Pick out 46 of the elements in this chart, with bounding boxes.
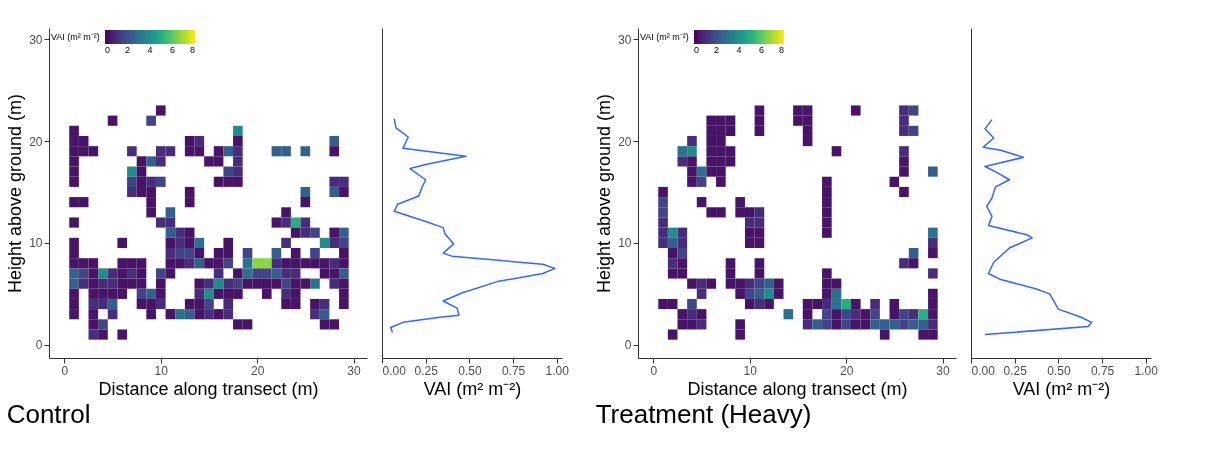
x-tick-label: 0 xyxy=(61,363,69,378)
x-tick-label: 10 xyxy=(154,363,169,378)
color-bar-label: 2 xyxy=(124,45,131,55)
color-bar-label: 6 xyxy=(169,45,176,55)
x-tick-label: 10 xyxy=(743,363,758,378)
text: Control xyxy=(6,399,91,429)
color-bar-label: 8 xyxy=(189,45,195,55)
color-bar-label: 0 xyxy=(694,45,700,55)
x-tick-label: 0.75 xyxy=(1090,363,1115,378)
y-tick-label: 20 xyxy=(29,134,43,149)
x-tick-label: 0.00 xyxy=(382,363,407,378)
x-axis-title: Distance along transect (m) xyxy=(98,378,319,399)
x-axis-title: Distance along transect (m) xyxy=(687,378,908,399)
x-tick-label: 0.25 xyxy=(1003,363,1028,378)
x-tick-label: 1.00 xyxy=(545,363,570,378)
x-tick-label: 0.50 xyxy=(1047,363,1071,378)
x-tick-label: 20 xyxy=(250,363,265,378)
x-tick-label: 20 xyxy=(839,363,854,378)
x-tick-label: 0.25 xyxy=(414,363,439,378)
y-tick-label: 0 xyxy=(35,338,43,353)
y-tick-label: 10 xyxy=(29,236,43,251)
color-bar-label: 4 xyxy=(147,45,153,55)
color-bar-label: 0 xyxy=(105,45,111,55)
color-bar-label: 6 xyxy=(758,45,765,55)
x-tick-label: 30 xyxy=(936,363,950,378)
x-tick-label: 0.50 xyxy=(458,363,482,378)
y-axis-title: Height above ground (m) xyxy=(5,93,26,294)
color-bar-label: 4 xyxy=(736,45,742,55)
color-bar-label: 8 xyxy=(778,45,784,55)
y-tick-label: 10 xyxy=(618,236,632,251)
x-tick-label: 30 xyxy=(347,363,361,378)
x-axis-title: VAI (m² m⁻²) xyxy=(423,378,522,399)
x-axis-title: VAI (m² m⁻²) xyxy=(1012,378,1111,399)
color-bar-title: VAI (m² m⁻²) xyxy=(640,32,689,42)
y-tick-label: 30 xyxy=(29,32,43,47)
x-tick-label: 0 xyxy=(650,363,658,378)
y-tick-label: 20 xyxy=(618,134,632,149)
x-tick-label: 0.00 xyxy=(971,363,996,378)
x-tick-label: 0.75 xyxy=(501,363,526,378)
y-tick-label: 0 xyxy=(624,338,632,353)
y-axis-title: Height above ground (m) xyxy=(594,93,615,294)
text: Treatment (Heavy) xyxy=(595,399,812,429)
y-tick-label: 30 xyxy=(618,32,632,47)
color-bar-title: VAI (m² m⁻²) xyxy=(51,32,100,42)
color-bar-label: 2 xyxy=(713,45,720,55)
x-tick-label: 1.00 xyxy=(1134,363,1159,378)
